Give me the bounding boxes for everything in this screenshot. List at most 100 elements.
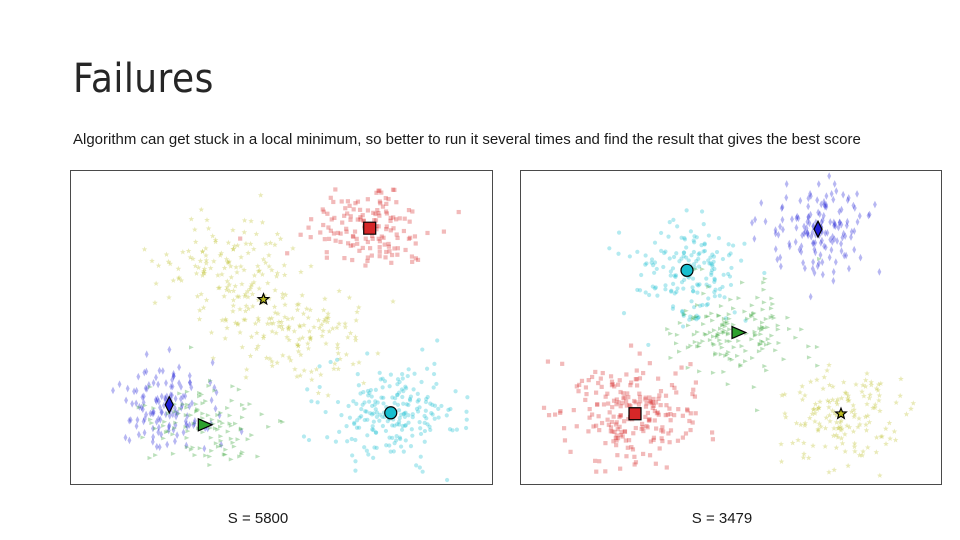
data-point [325,435,330,440]
data-point [317,384,322,390]
data-point [380,385,385,390]
data-point [351,207,356,212]
data-point [695,282,700,287]
data-point [593,369,598,375]
data-point [839,205,844,214]
data-point [419,379,424,385]
data-point [347,415,353,420]
data-point [763,217,768,226]
data-point [677,320,683,326]
data-point [395,422,400,427]
data-point [769,296,775,301]
data-point [322,316,328,322]
data-point [661,429,666,434]
data-point [669,289,674,294]
data-point [397,419,402,424]
data-point [151,407,156,416]
data-point [414,463,419,468]
data-point [767,341,772,346]
data-point [810,442,816,449]
data-point [399,412,404,417]
data-point [151,433,156,441]
data-point [683,308,689,313]
data-point [367,246,373,251]
data-point [842,448,848,454]
data-point [770,301,776,307]
data-point [837,207,842,216]
data-point [430,402,435,407]
data-point [192,453,198,458]
data-point [410,259,415,264]
data-point [210,358,215,367]
data-point [380,414,385,419]
data-point [829,396,836,403]
data-point [886,420,893,426]
data-point [373,211,378,217]
data-point [331,365,337,372]
data-point [167,412,172,420]
data-point [823,202,827,211]
data-point [849,233,853,241]
data-point [661,264,666,270]
data-point [402,414,408,419]
data-point [699,209,705,214]
data-point [356,359,362,365]
data-point [691,387,696,392]
data-point [652,260,658,265]
data-point [726,271,731,277]
data-point [245,294,251,300]
data-point [261,332,267,339]
data-point [802,229,807,238]
data-point [807,219,812,228]
data-point [166,426,171,435]
data-point [811,258,816,266]
data-point [873,200,877,209]
data-point [696,252,701,257]
data-point [684,245,689,250]
data-point [272,287,278,293]
data-point [233,264,239,270]
data-point [715,333,721,338]
data-point [839,220,844,229]
data-point [840,379,847,385]
data-point [758,332,764,337]
centroid-marker [813,219,823,239]
data-point [398,436,403,442]
data-point [643,290,648,295]
data-point [193,402,199,407]
data-point [370,427,375,432]
data-point [140,435,146,440]
data-point [401,401,406,406]
data-point [587,415,592,420]
data-point [285,316,291,322]
data-point [839,440,846,446]
data-point [218,443,224,448]
data-point [352,229,358,234]
data-point [355,418,360,423]
data-point [693,267,699,272]
data-point [456,209,461,215]
data-point [196,316,203,322]
data-point [192,419,197,428]
data-point [672,385,677,390]
data-point [183,412,189,418]
data-point [324,319,331,325]
data-point [446,407,451,412]
data-point [213,441,219,446]
data-point [587,406,592,412]
data-point [691,288,696,294]
data-point [228,274,235,280]
data-point [353,459,358,464]
data-point [360,245,365,251]
data-point [820,270,825,279]
data-point [173,420,179,425]
data-point [464,417,469,422]
data-point [599,420,605,426]
data-point [724,338,730,344]
data-point [817,210,822,218]
data-point [238,236,243,241]
data-point [806,212,811,221]
data-point [728,282,734,288]
data-point [319,333,325,339]
data-point [389,260,394,265]
